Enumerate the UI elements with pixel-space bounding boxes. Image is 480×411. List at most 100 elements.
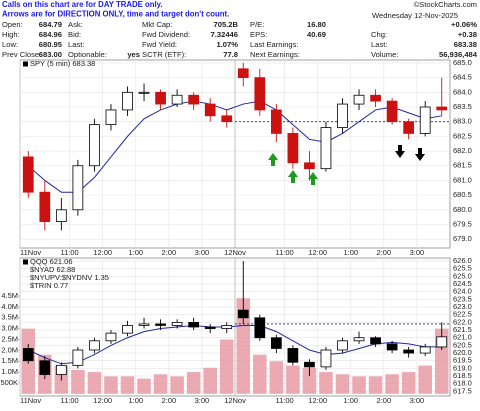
y-tick-label: 618.0 xyxy=(453,379,472,388)
candle-body xyxy=(22,156,34,193)
candle-body xyxy=(403,349,415,354)
candle-body xyxy=(89,124,100,167)
volume-bar xyxy=(170,376,184,394)
volume-bar xyxy=(203,367,217,394)
x-tick-label: 12Nov xyxy=(224,396,246,405)
y-tick-label: 621.5 xyxy=(453,325,472,334)
candle-body xyxy=(386,343,398,351)
source: ©StockCharts.com xyxy=(414,0,477,9)
candle-body xyxy=(436,336,448,348)
down-arrow xyxy=(415,148,425,161)
y-tick-label: 680.5 xyxy=(453,190,472,199)
candle-body xyxy=(105,109,117,126)
candle-body xyxy=(320,127,332,170)
candle-body xyxy=(171,321,183,326)
quote-value: 683.38 xyxy=(454,40,477,49)
candle-body xyxy=(287,348,299,363)
candle-body xyxy=(353,94,365,105)
candle-body xyxy=(171,94,183,105)
volume-bar xyxy=(236,298,251,394)
y-tick-label: 620.0 xyxy=(453,348,472,357)
volume-bar xyxy=(269,361,284,394)
quote-value: 684.79 xyxy=(39,20,62,29)
quote-label: Fwd Dividend: xyxy=(142,30,190,39)
y-tick-label: 625.0 xyxy=(453,271,472,280)
y-tick-label: 626.0 xyxy=(453,256,472,265)
y-tick-label: 682.0 xyxy=(453,146,472,155)
candle-body xyxy=(138,91,150,94)
quote-value: +0.06% xyxy=(451,20,477,29)
y-tick-label: 681.5 xyxy=(453,161,472,170)
candle-body xyxy=(337,103,348,128)
volume-bar xyxy=(219,339,234,394)
volume-bar xyxy=(319,372,333,394)
y-tick-label: 621.0 xyxy=(453,333,472,342)
quote-value: 1.07% xyxy=(216,40,238,49)
legend-swatch xyxy=(23,61,28,67)
volume-bar xyxy=(153,374,168,394)
chart-panel: 626.0625.5625.0624.5624.0623.5623.0622.5… xyxy=(0,256,471,405)
volume-bar xyxy=(186,372,201,394)
volume-bar xyxy=(368,376,383,394)
candle-body xyxy=(270,109,282,134)
y-tick-label: 620.5 xyxy=(453,340,472,349)
x-tick-label: 11:00 xyxy=(276,248,294,257)
volume-bar xyxy=(302,367,317,394)
y-tick-label: 619.0 xyxy=(453,363,472,372)
quote-label: Optionable: xyxy=(68,50,107,59)
up-arrow xyxy=(268,153,278,166)
candle-body xyxy=(221,325,233,329)
chart-panel: 685.0 684.5 684.0 683.5 683.0 682.5 682.0 681.5… xyxy=(19,58,472,257)
x-tick-label: 11:00 xyxy=(61,248,79,257)
y-tick-label: 624.5 xyxy=(453,279,472,288)
x-tick-label: 2:00 xyxy=(377,248,392,257)
x-tick-label: 2:00 xyxy=(162,248,177,257)
y2-tick-label: 4.0M xyxy=(1,302,18,311)
x-tick-label: 2:00 xyxy=(377,396,392,405)
quote-label: Next Earnings: xyxy=(250,50,300,59)
volume-bar xyxy=(335,374,350,394)
candle-body xyxy=(436,106,448,111)
y-tick-label: 682.5 xyxy=(453,131,472,140)
quote-value: 684.96 xyxy=(39,30,62,39)
candle-body xyxy=(337,340,348,351)
quote-label: P/E: xyxy=(250,20,264,29)
up-arrow xyxy=(288,170,298,183)
candle-body xyxy=(370,94,381,102)
up-arrow xyxy=(308,172,318,185)
y-tick-label: 681.0 xyxy=(453,175,472,184)
quote-label: Bid: xyxy=(68,30,81,39)
y-tick-label: 680.0 xyxy=(453,205,472,214)
candle-body xyxy=(254,317,266,339)
direction-arrows xyxy=(268,145,425,185)
candle-body xyxy=(320,349,332,368)
quote-value: 56,936,484 xyxy=(439,50,478,59)
volume-bar xyxy=(418,365,432,394)
x-tick-label: 3:00 xyxy=(410,396,425,405)
quote-label: Last Earnings: xyxy=(250,40,299,49)
x-tick-label: 3:00 xyxy=(195,248,210,257)
legend-swatch xyxy=(23,259,28,265)
volume-bar xyxy=(104,376,118,394)
x-tick-label: 12Nov xyxy=(224,248,246,257)
quote-value: 7.32446 xyxy=(211,30,238,39)
x-tick-label: 12:00 xyxy=(93,248,112,257)
quote-label: Last: xyxy=(68,40,84,49)
y-tick-label: 685.0 xyxy=(453,58,472,67)
x-tick-label: 1:00 xyxy=(128,248,143,257)
quote-value: yes xyxy=(127,50,140,59)
candle-body xyxy=(237,68,249,79)
candle-body xyxy=(237,309,249,319)
quote-label: Volume: xyxy=(371,50,398,59)
y2-tick-label: 3.5M xyxy=(1,313,18,322)
y2-tick-label: 1.5M xyxy=(1,356,18,365)
volume-bar xyxy=(286,365,300,394)
note: Arrows are for DIRECTION ONLY, time and … xyxy=(2,10,229,19)
note: Calls on this chart are for DAY TRADE on… xyxy=(2,0,163,9)
legend-label: $NYAD 62.88 xyxy=(30,265,75,274)
candle-body xyxy=(188,321,200,328)
candle-body xyxy=(204,103,216,117)
moving-average xyxy=(28,324,442,365)
candle-body xyxy=(39,360,51,375)
y2-tick-label: 3.0M xyxy=(1,324,18,333)
